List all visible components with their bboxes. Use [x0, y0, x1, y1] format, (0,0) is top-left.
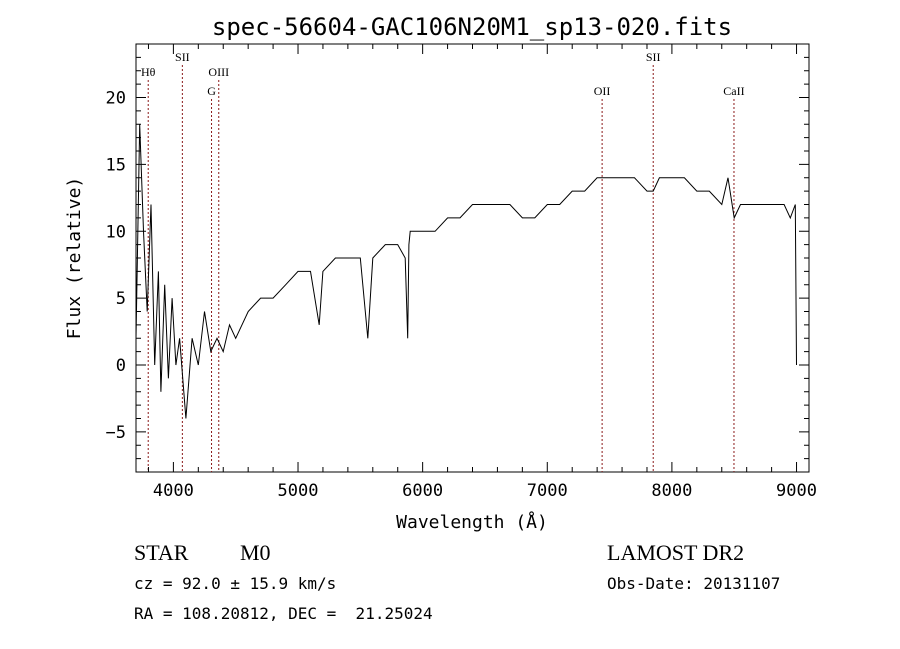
line-markers: Hθ SII OIII G OII SII CaII: [141, 50, 745, 472]
marker-label: OII: [594, 84, 611, 98]
coordinates: RA = 108.20812, DEC = 21.25024: [134, 604, 433, 623]
x-tick-label: 9000: [776, 481, 817, 501]
chart-title: spec-56604-GAC106N20M1_sp13-020.fits: [212, 13, 732, 41]
y-tick-label: 20: [106, 89, 126, 109]
plot-frame: [135, 43, 810, 473]
x-tick-label: 5000: [278, 481, 319, 501]
x-tick-label: 4000: [153, 481, 194, 501]
x-tick-label: 8000: [651, 481, 692, 501]
axis-ticks: 4000 5000 6000 7000 8000 9000 −5 0 5 10 15 20: [106, 44, 817, 501]
y-tick-label: −5: [106, 423, 126, 443]
marker-label: G: [207, 84, 216, 98]
spectrum-line: [135, 124, 797, 419]
marker-label: CaII: [723, 84, 744, 98]
redshift-info: cz = 92.0 ± 15.9 km/s: [134, 574, 337, 593]
x-tick-label: 6000: [402, 481, 443, 501]
y-tick-label: 15: [106, 155, 126, 175]
x-tick-label: 7000: [527, 481, 568, 501]
object-subclass: M0: [240, 540, 271, 565]
y-tick-label: 10: [106, 222, 126, 242]
marker-label: OIII: [208, 65, 229, 79]
marker-label: Hθ: [141, 65, 156, 79]
y-tick-label: 5: [116, 289, 126, 309]
survey-name: LAMOST DR2: [607, 540, 745, 565]
object-class: STAR: [134, 540, 189, 565]
obs-date: Obs-Date: 20131107: [607, 574, 781, 593]
y-tick-label: 0: [116, 356, 126, 376]
y-axis-label: Flux (relative): [64, 177, 85, 340]
marker-label: SII: [646, 50, 661, 64]
x-axis-label: Wavelength (Å): [396, 511, 548, 533]
marker-label: SII: [175, 50, 190, 64]
